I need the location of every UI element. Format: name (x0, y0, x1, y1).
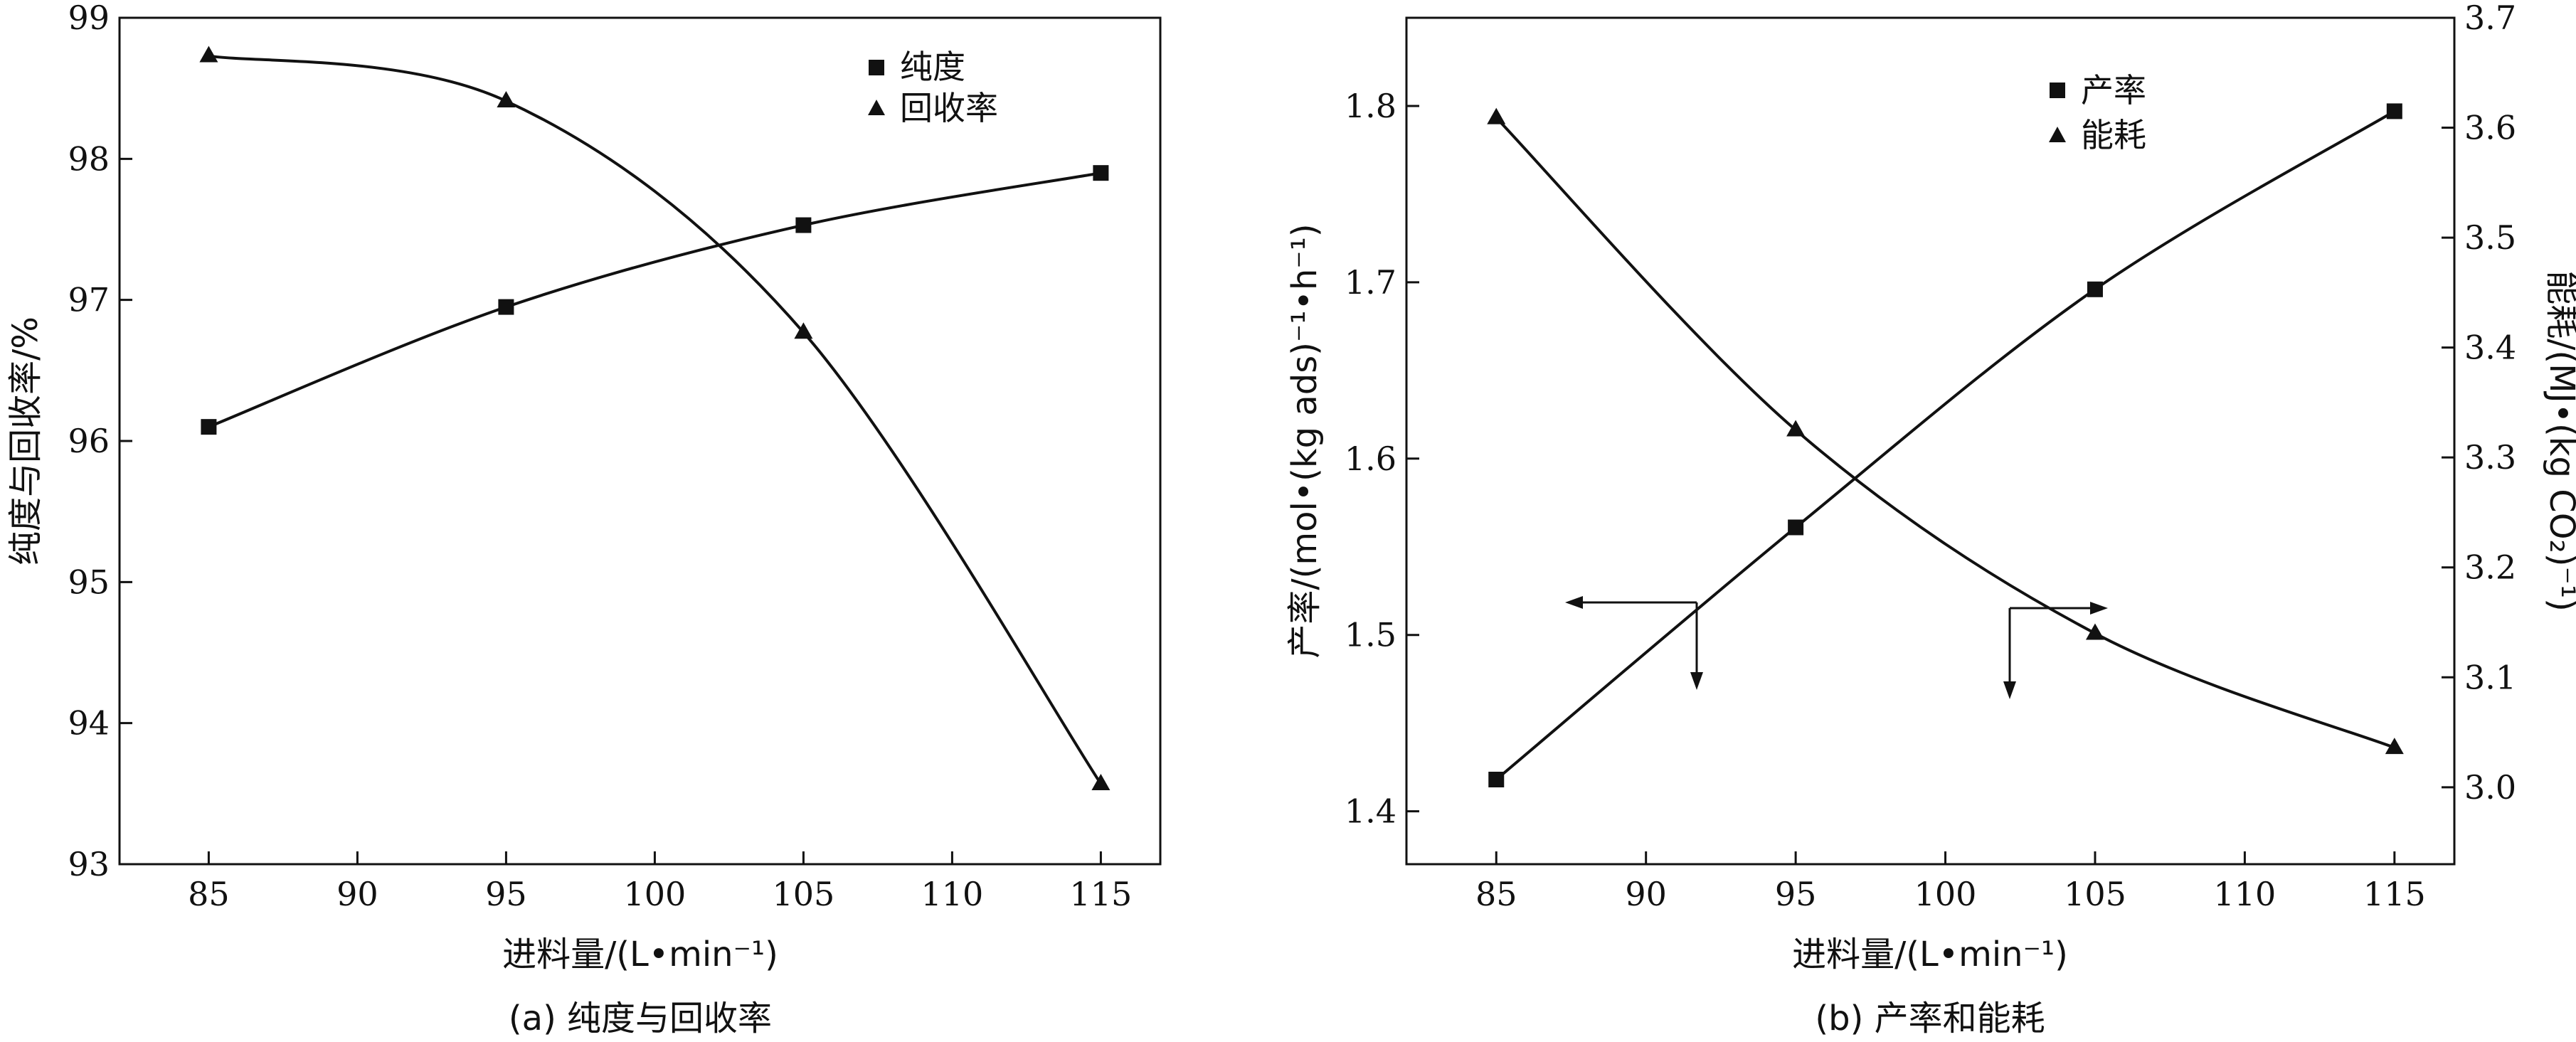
plot-frame-a (118, 16, 1162, 866)
data-point-b-1-1 (1786, 420, 1806, 437)
y-tick-label-a-1: 94 (68, 704, 110, 743)
x-tick-label-a-0: 85 (188, 875, 230, 913)
data-point-b-1-2 (2085, 623, 2104, 640)
y-tick-label-a-5: 98 (68, 139, 110, 178)
series-line-a-1 (208, 54, 1103, 785)
legend-a-label-1: 回收率 (900, 89, 998, 127)
series-line-b-1 (1495, 117, 2395, 750)
x-tick-label-b-0: 85 (1475, 875, 1517, 913)
x-tick-label-b-5: 110 (2213, 875, 2276, 913)
series-b (1487, 103, 2404, 787)
data-point-a-1-0 (199, 46, 218, 63)
y2-tick-label-b-4: 3.4 (2464, 329, 2516, 367)
series-line-b-0 (1495, 110, 2395, 781)
panel-b: 85 90 95 100 105 110 115 1.4 1.5 1.6 1.7 1.8 3.0 3.1 3… (1285, 0, 2576, 1038)
y2-tick-label-b-5: 3.5 (2464, 218, 2516, 257)
y2-tick-label-b-3: 3.3 (2464, 438, 2516, 477)
x-tick-label-b-4: 105 (2064, 875, 2126, 913)
y-tick-label-a-0: 93 (68, 845, 110, 883)
x-tick-label-b-3: 100 (1914, 875, 1977, 913)
series-a (199, 46, 1111, 790)
legend-b-label-1: 能耗 (2081, 116, 2146, 154)
x-tick-label-b-1: 90 (1625, 875, 1667, 913)
x-axis-label-a: 进料量/(L•min⁻¹) (502, 935, 778, 974)
y2-tick-label-b-1: 3.1 (2464, 658, 2516, 696)
y2-tick-label-b-0: 3.0 (2464, 768, 2516, 807)
axis-arrow-right (2003, 602, 2108, 699)
y-axis-label-b: 产率/(mol•(kg ads)⁻¹•h⁻¹) (1285, 223, 1325, 658)
y-tick-label-a-6: 99 (68, 0, 110, 37)
y-tick-label-b-2: 1.6 (1345, 440, 1396, 478)
data-point-a-0-0 (201, 419, 217, 435)
data-point-a-1-3 (1091, 773, 1111, 790)
x-tick-label-b-2: 95 (1775, 875, 1817, 913)
ticks-a: 85 90 95 100 105 110 115 93 94 95 96 97 98 99 (68, 0, 1132, 913)
data-point-a-1-1 (497, 91, 516, 108)
ticks-b: 85 90 95 100 105 110 115 1.4 1.5 1.6 1.7 1.8 3.0 3.1 3… (1345, 0, 2516, 913)
y-tick-label-b-1: 1.5 (1345, 616, 1396, 654)
x-axis-label-b: 进料量/(L•min⁻¹) (1792, 935, 2068, 974)
data-point-b-0-3 (2386, 103, 2402, 119)
data-point-b-0-1 (1788, 519, 1804, 536)
y-tick-label-b-4: 1.8 (1345, 87, 1396, 125)
legend-a: 纯度 回收率 (868, 48, 998, 127)
y-tick-label-b-0: 1.4 (1345, 792, 1396, 831)
y-axis-label-a: 纯度与回收率/% (6, 317, 46, 565)
data-point-a-0-1 (498, 299, 514, 315)
legend-b-marker-0 (2050, 83, 2065, 98)
data-point-a-0-3 (1093, 165, 1109, 181)
data-point-a-0-2 (795, 217, 812, 233)
y2-tick-label-b-6: 3.6 (2464, 109, 2516, 147)
legend-a-label-0: 纯度 (900, 48, 965, 86)
y-tick-label-a-3: 96 (68, 422, 110, 460)
data-point-b-1-0 (1487, 107, 1506, 124)
data-point-b-0-0 (1488, 772, 1505, 787)
x-tick-label-a-4: 105 (772, 875, 834, 913)
x-tick-label-a-2: 95 (485, 875, 527, 913)
data-point-a-1-2 (794, 322, 813, 339)
data-point-b-1-3 (2385, 738, 2404, 755)
x-tick-label-a-6: 115 (1069, 875, 1132, 913)
data-point-b-0-2 (2087, 281, 2103, 297)
plot-frame-b (1405, 16, 2456, 866)
legend-b-marker-1 (2049, 127, 2066, 142)
x-tick-label-b-6: 115 (2363, 875, 2426, 913)
legend-b-label-0: 产率 (2081, 71, 2146, 110)
y2-axis-label-b: 能耗/(MJ•(kg CO₂)⁻¹) (2542, 270, 2576, 612)
axis-arrow-left (1565, 596, 1703, 690)
legend-a-marker-1 (868, 100, 885, 115)
x-tick-label-a-1: 90 (336, 875, 378, 913)
series-line-a-0 (208, 171, 1101, 429)
legend-a-marker-0 (869, 60, 884, 75)
x-tick-label-a-5: 110 (921, 875, 983, 913)
y2-tick-label-b-7: 3.7 (2464, 0, 2516, 37)
legend-b: 产率 能耗 (2049, 71, 2146, 154)
caption-a: (a) 纯度与回收率 (509, 999, 772, 1038)
x-tick-label-a-3: 100 (623, 875, 686, 913)
y-tick-label-a-2: 95 (68, 563, 110, 601)
y-tick-label-a-4: 97 (68, 281, 110, 319)
caption-b: (b) 产率和能耗 (1815, 999, 2045, 1038)
y-tick-label-b-3: 1.7 (1345, 263, 1396, 302)
y2-tick-label-b-2: 3.2 (2464, 548, 2516, 587)
